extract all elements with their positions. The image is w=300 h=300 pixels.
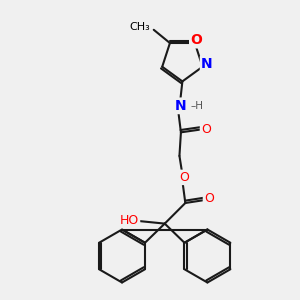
Text: N: N: [175, 99, 187, 113]
Text: CH₃: CH₃: [130, 22, 150, 32]
Text: O: O: [179, 171, 189, 184]
Text: O: O: [190, 33, 202, 47]
Text: HO: HO: [120, 214, 139, 227]
Text: O: O: [204, 192, 214, 205]
Text: O: O: [201, 123, 211, 136]
Text: N: N: [201, 57, 213, 71]
Text: –H: –H: [190, 101, 203, 111]
